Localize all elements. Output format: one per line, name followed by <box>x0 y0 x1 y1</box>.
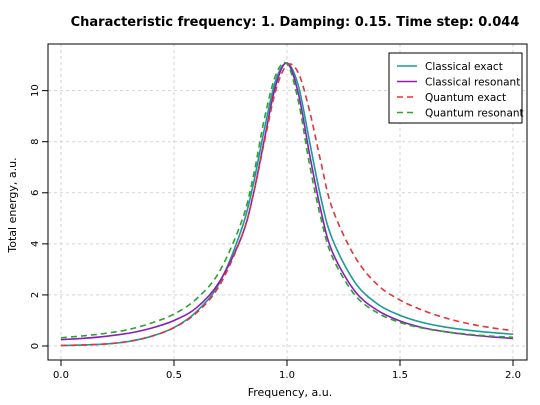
y-tick-label: 0 <box>30 343 41 349</box>
x-tick-label: 0.5 <box>166 370 182 381</box>
x-axis-label: Frequency, a.u. <box>248 386 333 399</box>
x-tick-label: 1.0 <box>279 370 295 381</box>
x-tick-label: 2.0 <box>505 370 521 381</box>
y-axis: 0 2 4 6 8 10 <box>30 84 48 349</box>
x-axis: 0.0 0.5 1.0 1.5 2.0 <box>53 360 521 381</box>
y-axis-label: Total energy, a.u. <box>6 157 19 253</box>
grid <box>48 44 527 360</box>
y-tick-label: 2 <box>30 292 41 298</box>
legend-label: Quantum resonant <box>425 108 524 120</box>
legend-label: Quantum exact <box>425 92 506 104</box>
legend-label: Classical resonant <box>425 77 520 89</box>
legend: Classical exact Classical resonant Quantum… <box>388 52 524 124</box>
x-tick-label: 0.0 <box>53 370 69 381</box>
y-tick-label: 10 <box>30 84 41 97</box>
legend-label: Classical exact <box>425 61 503 73</box>
y-tick-label: 4 <box>30 241 41 247</box>
x-tick-label: 1.5 <box>392 370 408 381</box>
y-tick-label: 8 <box>30 139 41 145</box>
y-tick-label: 6 <box>30 190 41 196</box>
chart-title: Characteristic frequency: 1. Damping: 0.… <box>71 15 520 30</box>
series-layer <box>60 61 514 347</box>
legend-box <box>388 52 523 124</box>
series-line-4 <box>60 61 514 339</box>
